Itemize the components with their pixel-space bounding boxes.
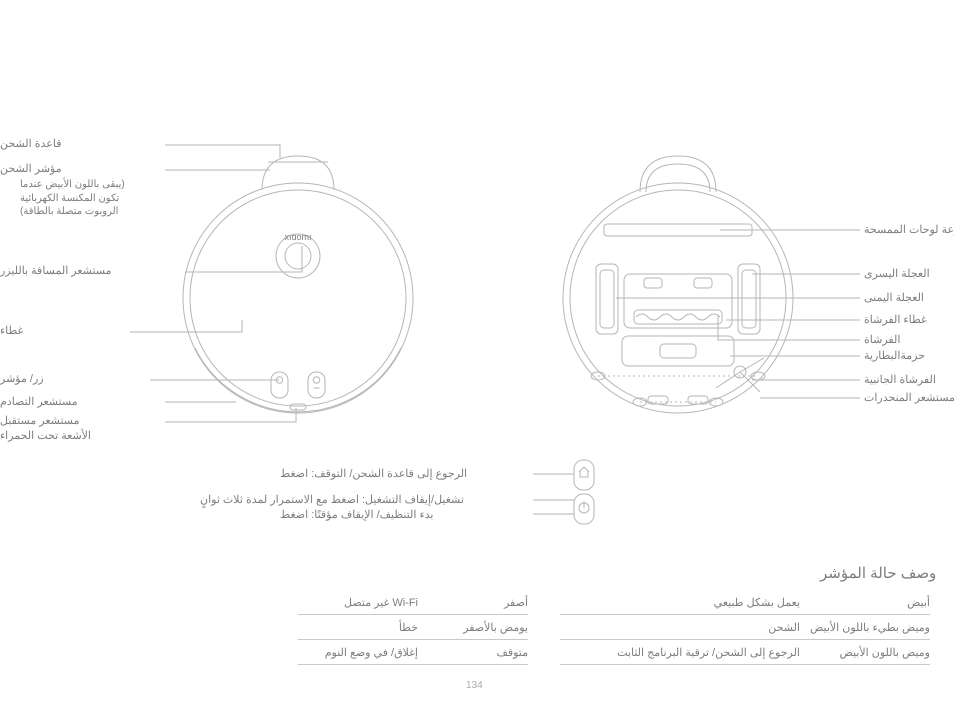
label-button-indicator: زر/ مؤشر — [0, 372, 145, 387]
table-cell-c2: خطأ — [298, 621, 418, 634]
table-row: أصفرWi-Fi غير متصل — [298, 590, 528, 615]
page-number: 134 — [466, 680, 483, 691]
table-row: متوقفإغلاق/ في وضع النوم — [298, 640, 528, 665]
label-laser-sensor: مستشعر المسافة بالليزر — [0, 264, 180, 279]
indicator-table-right: أبيضيعمل بشكل طبيعيوميض بطيء باللون الأب… — [560, 590, 930, 665]
table-cell-c2: إغلاق/ في وضع النوم — [298, 646, 418, 659]
table-cell-c1: يومض بالأصفر — [418, 621, 528, 634]
table-cell-c2: يعمل بشكل طبيعي — [560, 596, 800, 609]
table-cell-c2: Wi-Fi غير متصل — [298, 596, 418, 609]
label-brush: الفرشاة — [864, 333, 900, 348]
table-row: وميض باللون الأبيضالرجوع إلى الشحن/ ترقي… — [560, 640, 930, 665]
label-charging-dock: قاعدة الشحن — [0, 137, 160, 152]
svg-text:xıɑomı: xıɑomı — [284, 232, 311, 242]
btn-label-start: بدء التنظيف/ الإيقاف مؤقتًا: اضغط — [280, 508, 530, 521]
label-mop-assembly: مجموعة لوحات الممسحة — [864, 223, 954, 238]
label-brush-cover: غطاء الفرشاة — [864, 313, 927, 328]
table-cell-c1: أبيض — [800, 596, 930, 609]
label-right-wheel: العجلة اليمنى — [864, 291, 924, 306]
label-ir-receiver: مستشعر مستقبل الأشعة تحت الحمراء — [0, 414, 160, 444]
btn-label-power: تشغيل/إيقاف التشغيل: اضغط مع الاستمرار ل… — [200, 493, 530, 506]
table-row: يومض بالأصفرخطأ — [298, 615, 528, 640]
table-cell-c1: وميض باللون الأبيض — [800, 646, 930, 659]
label-cover: غطاء — [0, 324, 125, 339]
indicator-table-left: أصفرWi-Fi غير متصليومض بالأصفرخطأمتوقفإغ… — [298, 590, 528, 665]
label-charging-indicator: مؤشر الشحن — [0, 162, 160, 177]
table-cell-c2: الرجوع إلى الشحن/ ترقية البرنامج الثابت — [560, 646, 800, 659]
table-row: وميض بطيء باللون الأبيضالشحن — [560, 615, 930, 640]
label-left-wheel: العجلة اليسرى — [864, 267, 930, 282]
table-cell-c1: أصفر — [418, 596, 528, 609]
label-side-brush: الفرشاة الجانبية — [864, 373, 936, 388]
label-cliff-sensor: مستشعر المنحدرات — [864, 391, 954, 406]
table-row: أبيضيعمل بشكل طبيعي — [560, 590, 930, 615]
table-cell-c2: الشحن — [560, 621, 800, 634]
label-bumper-sensor: مستشعر التصادم — [0, 395, 160, 410]
table-cell-c1: متوقف — [418, 646, 528, 659]
btn-label-dock: الرجوع إلى قاعدة الشحن/ التوقف: اضغط — [280, 467, 530, 480]
table-cell-c1: وميض بطيء باللون الأبيض — [800, 621, 930, 634]
label-battery-pack: حزمةالبطارية — [864, 349, 925, 364]
indicator-section-title: وصف حالة المؤشر — [820, 564, 936, 582]
manual-page: xıɑomı — [0, 0, 954, 727]
label-charging-indicator-note: (يبقى باللون الأبيض عندما تكون المكنسة ا… — [20, 178, 160, 219]
